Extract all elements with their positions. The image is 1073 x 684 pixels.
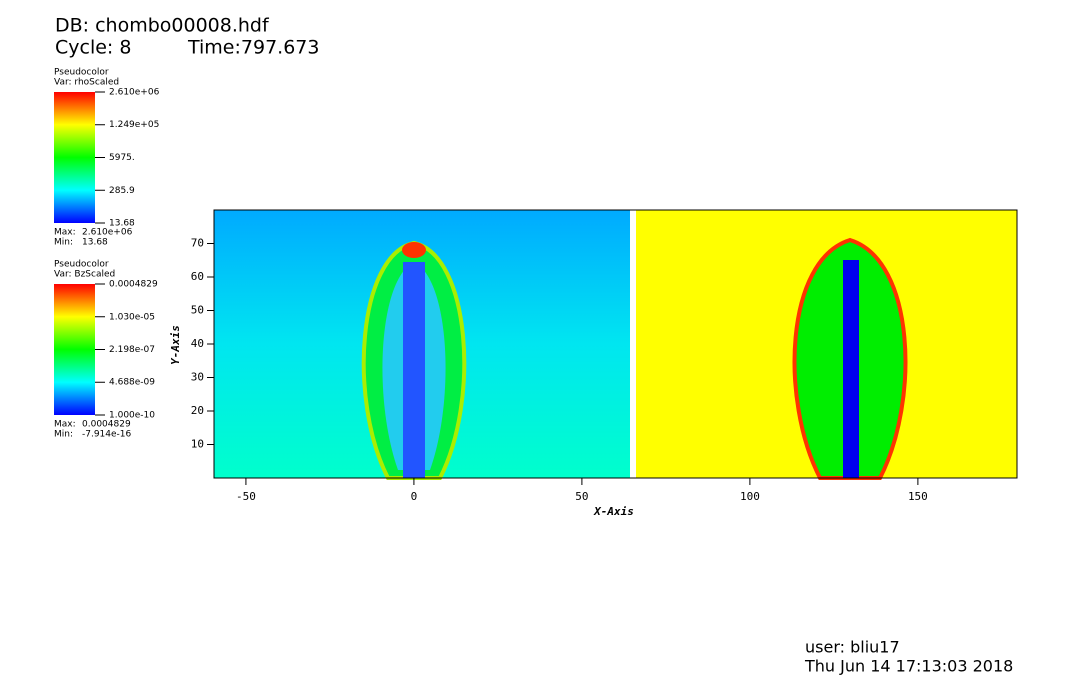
legend-max-text: Max: xyxy=(54,420,76,430)
legend-tick-label: 1.030e-05 xyxy=(109,312,155,322)
legend-tick-label: 285.9 xyxy=(109,186,135,196)
time: Time:797.673 xyxy=(187,37,319,59)
y-tick-label: 30 xyxy=(191,371,204,384)
legend-max: 0.0004829 xyxy=(82,420,131,430)
x-tick-label: 50 xyxy=(575,490,588,503)
legend-min: 13.68 xyxy=(82,238,108,248)
y-tick-label: 70 xyxy=(191,237,204,250)
legend-tick-label: 5975. xyxy=(109,153,135,163)
legend-min-text: Min: xyxy=(54,238,73,248)
y-axis-label: Y-Axis xyxy=(169,325,182,365)
y-tick-label: 40 xyxy=(191,337,204,350)
x-tick-label: 0 xyxy=(411,490,418,503)
x-tick-label: 100 xyxy=(740,490,760,503)
y-tick-label: 60 xyxy=(191,270,204,283)
user: user: bliu17 xyxy=(805,638,900,657)
legend-min-text: Min: xyxy=(54,430,73,440)
legend-tick-label: 2.198e-07 xyxy=(109,345,155,355)
legend-tick-label: 4.688e-09 xyxy=(109,378,155,388)
legend-min: -7.914e-16 xyxy=(82,430,132,440)
y-tick-label: 10 xyxy=(191,438,204,451)
legend-tick-label: 1.249e+05 xyxy=(109,120,159,130)
legend-max: 2.610e+06 xyxy=(82,228,133,238)
date: Thu Jun 14 17:13:03 2018 xyxy=(804,657,1013,676)
x-axis-label: X-Axis xyxy=(593,505,634,518)
legend-tick-label: 2.610e+06 xyxy=(109,88,160,98)
legend-title: Pseudocolor xyxy=(54,260,109,270)
legend-max-text: Max: xyxy=(54,228,76,238)
db-title: DB: chombo00008.hdf xyxy=(55,15,270,37)
cycle: Cycle: 8 xyxy=(55,37,131,59)
field xyxy=(214,210,1017,480)
legend-tick-label: 1.000e-10 xyxy=(109,411,155,421)
legend-variable: Var: BzScaled xyxy=(54,270,115,280)
y-tick-label: 50 xyxy=(191,304,204,317)
legend-tick-label: 13.68 xyxy=(109,219,135,229)
y-tick-label: 20 xyxy=(191,404,204,417)
legend-title: Pseudocolor xyxy=(54,68,109,78)
colorbar xyxy=(54,284,95,415)
x-tick-label: -50 xyxy=(236,490,256,503)
legend-tick-label: 0.0004829 xyxy=(109,280,158,290)
x-tick-label: 150 xyxy=(908,490,928,503)
legend-variable: Var: rhoScaled xyxy=(54,78,119,88)
colorbar xyxy=(54,92,95,223)
